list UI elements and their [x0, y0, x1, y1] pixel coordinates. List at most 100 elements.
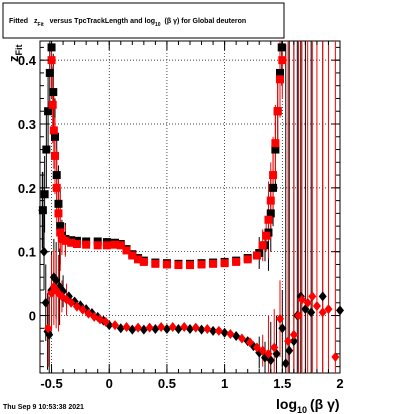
x-axis-label: log10 (β γ) — [276, 396, 340, 414]
marker-diamond — [111, 320, 119, 331]
y-tick-label: 0.1 — [18, 245, 36, 260]
marker-square — [276, 75, 284, 84]
marker-diamond — [168, 322, 177, 333]
marker-diamond — [67, 297, 76, 308]
marker-diamond — [139, 324, 148, 335]
marker-square — [48, 100, 57, 109]
marker-diamond — [191, 322, 200, 333]
marker-diamond — [162, 323, 171, 334]
marker-square — [273, 107, 282, 116]
marker-diamond — [84, 308, 93, 319]
marker-diamond — [289, 329, 298, 340]
marker-square — [139, 257, 148, 266]
marker-square — [51, 151, 59, 160]
marker-diamond — [303, 297, 312, 308]
marker-diamond — [281, 358, 290, 369]
y-tick-label: 0.3 — [18, 117, 36, 132]
marker-diamond — [214, 325, 223, 336]
marker-square — [128, 251, 137, 260]
y-tick-label: 0.4 — [18, 53, 37, 68]
marker-diamond — [297, 294, 306, 305]
marker-diamond — [252, 342, 261, 353]
timestamp: Thu Sep 9 10:53:38 2021 — [3, 404, 84, 411]
marker-diamond — [284, 336, 293, 347]
marker-square — [56, 222, 65, 231]
marker-diamond — [209, 325, 218, 336]
marker-square — [61, 236, 70, 245]
marker-diamond — [145, 322, 154, 333]
marker-square — [40, 190, 49, 199]
marker-diamond — [174, 323, 183, 334]
marker-diamond — [44, 323, 53, 334]
marker-diamond — [258, 345, 267, 356]
x-tick-label: 0.5 — [158, 376, 176, 391]
marker-diamond — [72, 301, 81, 312]
marker-diamond — [294, 310, 303, 321]
marker-diamond — [41, 297, 50, 308]
marker-square — [252, 251, 261, 260]
marker-diamond — [276, 313, 284, 324]
marker-diamond — [331, 352, 340, 363]
marker-diamond — [134, 322, 143, 333]
marker-square — [209, 259, 218, 268]
marker-square — [54, 199, 63, 208]
marker-square — [72, 240, 81, 249]
marker-square — [51, 132, 59, 141]
marker-diamond — [285, 345, 294, 356]
marker-diamond — [78, 304, 87, 315]
marker-square — [134, 255, 143, 264]
marker-square — [271, 145, 280, 154]
marker-square — [278, 56, 287, 65]
marker-square — [276, 68, 284, 77]
y-tick-label: 0.2 — [18, 181, 36, 196]
marker-diamond — [220, 327, 229, 338]
x-tick-label: 0 — [106, 376, 113, 391]
marker-square — [49, 88, 58, 97]
marker-square — [47, 56, 56, 65]
x-tick-label: -0.5 — [40, 376, 62, 391]
marker-square — [197, 260, 206, 269]
marker-square — [151, 259, 160, 268]
marker-diamond — [312, 300, 321, 311]
marker-square — [220, 259, 229, 268]
marker-square — [271, 139, 280, 148]
marker-diamond — [264, 348, 273, 359]
y-axis-label: zFit — [6, 45, 24, 63]
marker-square — [264, 215, 273, 224]
marker-square — [116, 241, 125, 250]
plot-frame — [39, 40, 341, 374]
y-tick-label: 0 — [29, 309, 36, 324]
marker-square — [269, 171, 278, 180]
x-tick-label: 1.5 — [273, 376, 291, 391]
x-tick-label: 2 — [336, 376, 343, 391]
marker-square — [54, 209, 63, 218]
marker-diamond — [336, 305, 344, 316]
marker-square — [82, 240, 91, 249]
marker-square — [52, 171, 61, 180]
marker-square — [49, 126, 58, 135]
marker-diamond — [197, 324, 206, 335]
marker-square — [266, 209, 275, 218]
marker-diamond — [324, 304, 333, 315]
marker-diamond — [308, 291, 317, 302]
marker-square — [243, 255, 252, 264]
marker-square — [269, 183, 278, 192]
markers — [38, 43, 344, 369]
chart-title: Fitted zFit versus TpcTrackLength and lo… — [9, 18, 246, 28]
marker-square — [67, 238, 76, 247]
marker-square — [42, 145, 51, 154]
marker-square — [186, 261, 194, 270]
marker-square — [162, 260, 171, 269]
marker-diamond — [307, 307, 316, 318]
marker-square — [45, 68, 54, 77]
marker-diamond — [318, 307, 327, 318]
marker-diamond — [289, 336, 298, 347]
marker-diamond — [318, 291, 327, 302]
marker-diamond — [270, 342, 279, 353]
marker-diamond — [101, 316, 110, 327]
marker-square — [52, 183, 61, 192]
marker-square — [122, 246, 131, 255]
marker-square — [262, 231, 271, 240]
marker-diamond — [278, 323, 287, 334]
